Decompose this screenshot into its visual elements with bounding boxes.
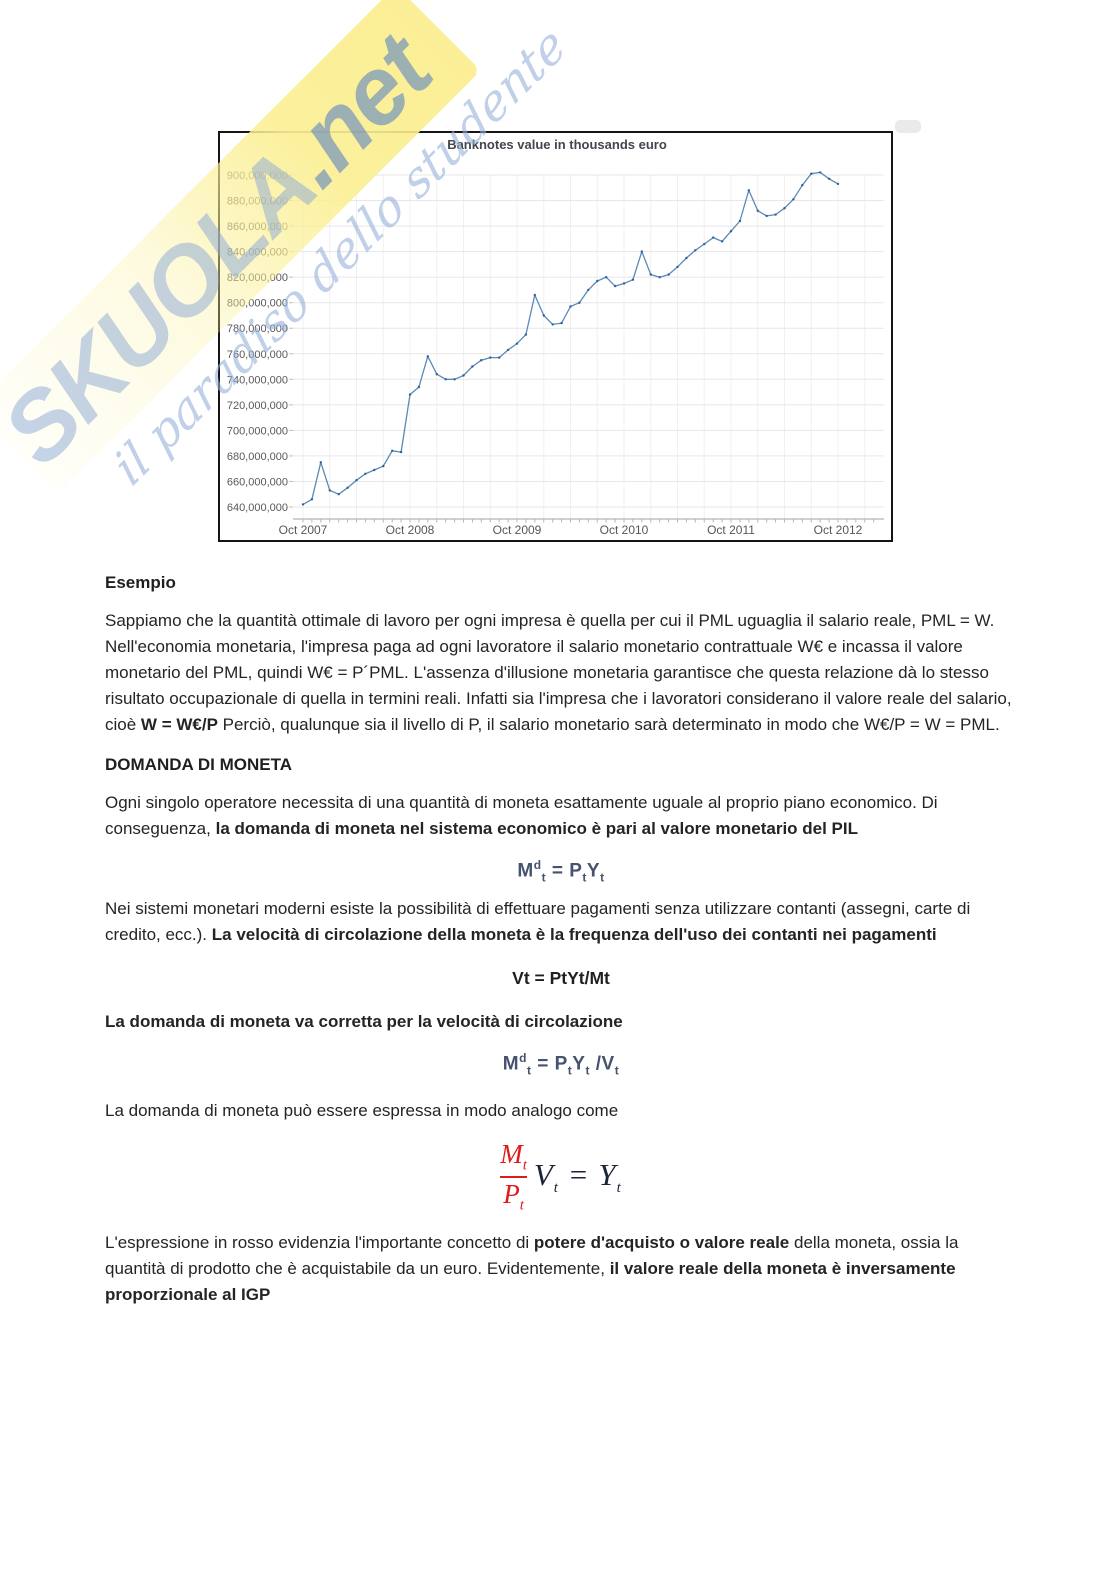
formula-token: M bbox=[517, 860, 534, 882]
formula-token: t bbox=[526, 1063, 532, 1078]
text-run: La domanda di moneta può essere espressa… bbox=[105, 1100, 619, 1120]
banknotes-chart-svg: 640,000,000 660,000,000 680,000,000 700,000… bbox=[227, 137, 884, 537]
text-run: della moneta, ossia la quantità di prodo… bbox=[105, 1232, 959, 1278]
formula-token: t bbox=[614, 1063, 620, 1078]
text-run: Ogni singolo operatore necessita di una … bbox=[105, 793, 938, 838]
svg-text:700,000,000: 700,000,000 bbox=[227, 425, 288, 437]
text-run: La velocità di circolazione della moneta… bbox=[211, 925, 937, 945]
formula-token: Y bbox=[572, 1053, 586, 1075]
paragraph-potere-acquisto: L'espressione in rosso evidenzia l'impor… bbox=[105, 1230, 1017, 1308]
svg-text:820,000,000: 820,000,000 bbox=[227, 272, 288, 284]
scroll-thumb bbox=[895, 120, 921, 133]
chart-axes bbox=[289, 174, 884, 523]
text-run: la domanda di moneta nel sistema economi… bbox=[215, 819, 858, 838]
fraction-denominator: Pt bbox=[503, 1178, 524, 1214]
formula-token: d bbox=[533, 858, 542, 872]
chart-title: Banknotes value in thousands euro bbox=[447, 137, 667, 152]
svg-text:740,000,000: 740,000,000 bbox=[227, 374, 288, 386]
paragraph-domanda: Ogni singolo operatore necessita di una … bbox=[105, 790, 1017, 842]
svg-text:680,000,000: 680,000,000 bbox=[227, 451, 288, 463]
formula-money-demand: Mdt = PtYt bbox=[105, 858, 1017, 884]
formula-token: /V bbox=[589, 1053, 615, 1075]
formula-token: Y bbox=[586, 860, 601, 882]
formula-token: = bbox=[531, 1053, 555, 1075]
formula-real-money: Mt Pt Vt = Yt bbox=[105, 1138, 1017, 1214]
text-run: W = W€/P bbox=[140, 715, 218, 734]
paragraph-velocita: Nei sistemi monetari moderni esiste la p… bbox=[105, 896, 1017, 948]
svg-text:Oct 2009: Oct 2009 bbox=[493, 523, 542, 537]
formula-token: t bbox=[600, 870, 605, 885]
formula-token: t bbox=[541, 870, 547, 885]
formula-token: t bbox=[582, 870, 587, 885]
svg-text:Oct 2008: Oct 2008 bbox=[386, 523, 435, 537]
text-run: Nei sistemi monetari moderni esiste la p… bbox=[105, 899, 971, 945]
paragraph-analogo: La domanda di moneta può essere espressa… bbox=[105, 1098, 1017, 1124]
formula-token: P bbox=[569, 860, 583, 882]
formula-money-demand-velocity: Mdt = PtYt /Vt bbox=[105, 1051, 1017, 1077]
text-run: La domanda di moneta va corretta per la … bbox=[105, 1012, 623, 1032]
svg-text:Oct 2012: Oct 2012 bbox=[814, 523, 863, 537]
svg-text:Oct 2010: Oct 2010 bbox=[600, 523, 649, 537]
fraction-rhs: Vt = Yt bbox=[533, 1156, 622, 1196]
svg-text:640,000,000: 640,000,000 bbox=[227, 502, 288, 514]
formula-token: P bbox=[554, 1053, 568, 1075]
formula-token: d bbox=[519, 1051, 527, 1066]
formula-token: M bbox=[502, 1053, 520, 1075]
chart-y-axis-labels: 640,000,000 660,000,000 680,000,000 700,000… bbox=[227, 170, 288, 514]
text-run: Sappiamo che la quantità ottimale di lav… bbox=[105, 611, 1012, 734]
svg-text:860,000,000: 860,000,000 bbox=[227, 221, 288, 233]
chart-x-axis-labels: Oct 2007 Oct 2008 Oct 2009 Oct 2010 Oct 2011… bbox=[279, 523, 863, 537]
document-body: Esempio Sappiamo che la quantità ottimal… bbox=[105, 560, 1017, 1324]
formula-velocity: Vt = PtYt/Mt bbox=[512, 968, 610, 989]
formula-token: = bbox=[546, 860, 570, 882]
svg-text:Oct 2007: Oct 2007 bbox=[279, 523, 328, 537]
text-run: Perciò, qualunque sia il livello di P, i… bbox=[217, 715, 1000, 734]
svg-text:Oct 2011: Oct 2011 bbox=[707, 523, 755, 537]
text-run: L'espressione in rosso evidenzia l'impor… bbox=[105, 1232, 534, 1252]
fraction-Mt-over-Pt: Mt Pt bbox=[500, 1138, 527, 1214]
svg-text:660,000,000: 660,000,000 bbox=[227, 476, 288, 488]
heading-domanda-di-moneta: DOMANDA DI MONETA bbox=[105, 755, 292, 774]
formula-token: t bbox=[567, 1063, 573, 1078]
svg-text:780,000,000: 780,000,000 bbox=[227, 323, 288, 335]
banknotes-chart: 640,000,000 660,000,000 680,000,000 700,000… bbox=[218, 131, 893, 542]
fraction-numerator: Mt bbox=[500, 1138, 527, 1174]
heading-esempio: Esempio bbox=[105, 573, 176, 592]
formula-token: t bbox=[585, 1063, 590, 1078]
svg-text:800,000,000: 800,000,000 bbox=[227, 298, 288, 310]
paragraph-correzione: La domanda di moneta va corretta per la … bbox=[105, 1009, 1017, 1035]
svg-text:720,000,000: 720,000,000 bbox=[227, 400, 288, 412]
text-run: il valore reale della moneta è inversame… bbox=[105, 1258, 956, 1304]
svg-text:880,000,000: 880,000,000 bbox=[227, 196, 288, 208]
paragraph-esempio: Sappiamo che la quantità ottimale di lav… bbox=[105, 608, 1017, 738]
fraction-bar bbox=[500, 1175, 527, 1178]
svg-text:900,000,000: 900,000,000 bbox=[227, 170, 288, 182]
text-run: potere d'acquisto o valore reale bbox=[533, 1232, 790, 1252]
svg-text:840,000,000: 840,000,000 bbox=[227, 247, 288, 259]
svg-text:760,000,000: 760,000,000 bbox=[227, 349, 288, 361]
